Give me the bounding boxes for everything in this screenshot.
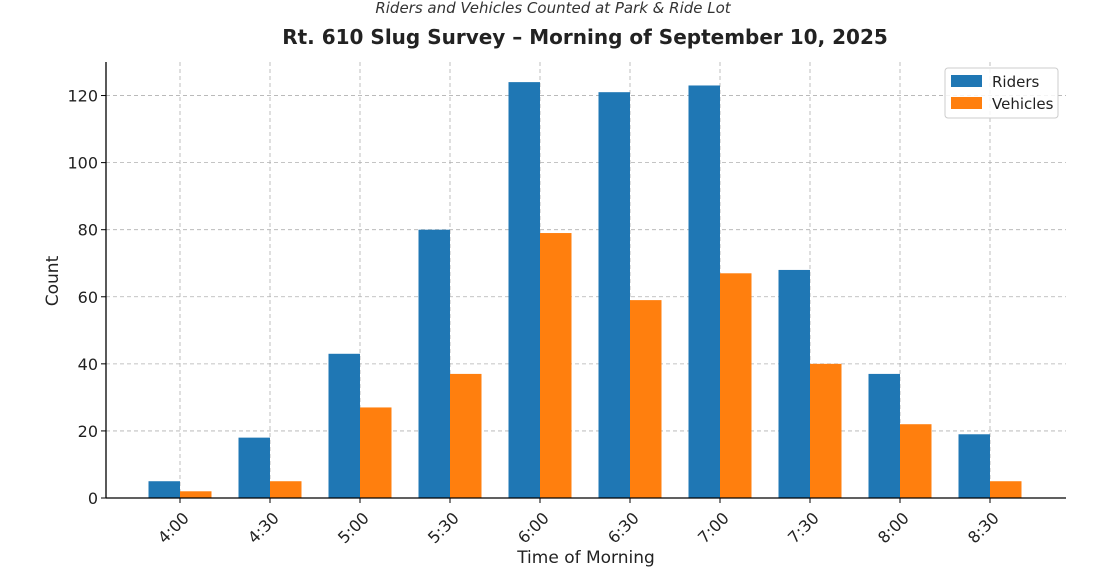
legend-label-vehicles: Vehicles xyxy=(992,95,1054,113)
x-tick-label: 6:30 xyxy=(604,508,643,547)
bar-vehicles-600 xyxy=(540,233,572,499)
chart-subtitle: Riders and Vehicles Counted at Park & Ri… xyxy=(375,0,731,17)
bar-vehicles-800 xyxy=(900,424,932,498)
bar-vehicles-830 xyxy=(990,481,1022,498)
x-axis-label: Time of Morning xyxy=(516,548,655,568)
x-tick-label: 7:00 xyxy=(694,508,733,547)
bar-vehicles-400 xyxy=(180,491,212,498)
x-tick-label: 6:00 xyxy=(514,508,553,547)
bar-riders-830 xyxy=(958,434,990,498)
x-tick-label: 5:00 xyxy=(334,508,373,547)
bar-riders-500 xyxy=(328,353,360,498)
bar-vehicles-430 xyxy=(270,481,302,498)
legend-swatch-vehicles xyxy=(951,97,982,109)
y-tick-label: 40 xyxy=(78,355,98,374)
x-ticks: 4:00 4:30 5:00 5:30 6:00 6:30 7:00 7:30 8:00 8:30 xyxy=(154,498,1003,547)
bar-riders-430 xyxy=(238,437,270,498)
y-tick-label: 80 xyxy=(78,221,98,240)
bar-riders-400 xyxy=(148,481,180,498)
x-tick-label: 4:00 xyxy=(154,508,193,547)
legend-label-riders: Riders xyxy=(992,73,1040,91)
bar-vehicles-530 xyxy=(450,373,482,498)
bar-riders-800 xyxy=(868,373,900,498)
x-tick-label: 7:30 xyxy=(784,508,823,547)
axes xyxy=(105,62,1066,499)
y-tick-label: 0 xyxy=(88,489,98,508)
bar-riders-630 xyxy=(598,92,630,498)
chart-title: Rt. 610 Slug Survey – Morning of Septemb… xyxy=(282,25,888,49)
bar-riders-530 xyxy=(418,229,450,498)
y-tick-label: 60 xyxy=(78,288,98,307)
y-tick-label: 120 xyxy=(67,87,98,106)
bar-vehicles-630 xyxy=(630,300,662,498)
y-tick-label: 100 xyxy=(67,154,98,173)
x-tick-label: 5:30 xyxy=(424,508,463,547)
legend: Riders Vehicles xyxy=(944,67,1059,119)
x-tick-label: 8:00 xyxy=(874,508,913,547)
bar-riders-730 xyxy=(778,269,810,498)
x-tick-label: 8:30 xyxy=(964,508,1003,547)
bars xyxy=(148,82,1022,499)
bar-vehicles-700 xyxy=(720,273,752,498)
bar-riders-700 xyxy=(688,85,720,498)
y-tick-label: 20 xyxy=(78,422,98,441)
bar-riders-600 xyxy=(508,82,540,498)
y-ticks: 0 20 40 60 80 100 120 xyxy=(67,87,106,508)
y-axis-label: Count xyxy=(43,255,63,306)
bar-vehicles-730 xyxy=(810,363,842,498)
legend-swatch-riders xyxy=(951,75,982,87)
x-tick-label: 4:30 xyxy=(244,508,283,547)
bar-vehicles-500 xyxy=(360,407,392,498)
